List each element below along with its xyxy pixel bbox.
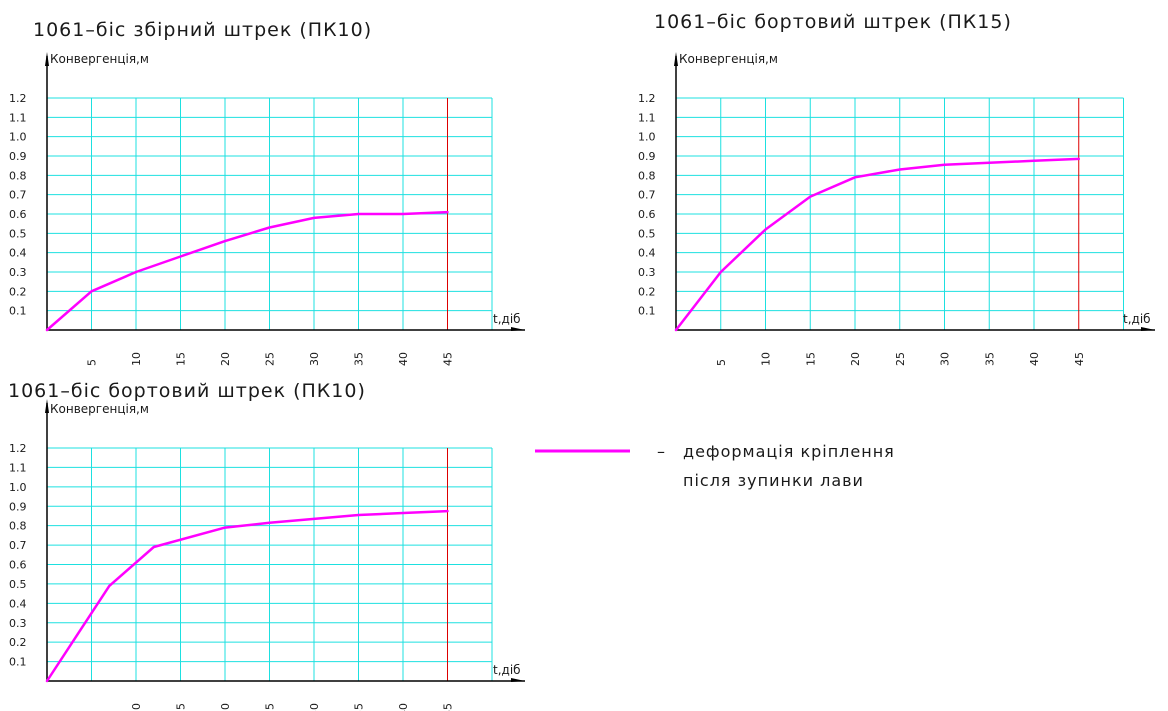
x-tick-label: 15 bbox=[175, 703, 188, 711]
y-axis-label: Конвергенція,м bbox=[679, 52, 778, 66]
y-axis-arrow bbox=[674, 52, 678, 66]
y-tick-label: 0.3 bbox=[9, 266, 27, 279]
series-line bbox=[674, 157, 1081, 332]
y-tick-label: 0.3 bbox=[9, 617, 27, 630]
y-tick-label: 0.4 bbox=[9, 597, 27, 610]
y-tick-label: 0.9 bbox=[638, 150, 656, 163]
x-axis-arrow bbox=[511, 327, 525, 331]
y-axis-label: Конвергенція,м bbox=[50, 52, 149, 66]
y-tick-label: 0.4 bbox=[9, 247, 27, 260]
chart-title: 1061–біс бортовий штрек (ПК10) bbox=[8, 380, 366, 402]
x-tick-label: 30 bbox=[308, 703, 321, 711]
y-tick-label: 1.0 bbox=[9, 131, 27, 144]
y-axis-arrow bbox=[45, 52, 49, 66]
x-axis-label: t,діб bbox=[1123, 312, 1151, 326]
legend-dash: – bbox=[657, 442, 666, 461]
chart-bortovyi-pk10: 1061–біс бортовий штрек (ПК10)Конвергенц… bbox=[8, 380, 525, 711]
y-tick-label: 0.5 bbox=[638, 227, 656, 240]
y-tick-label: 0.8 bbox=[9, 169, 27, 182]
y-tick-label: 0.1 bbox=[638, 305, 656, 318]
y-tick-label: 1.2 bbox=[9, 442, 27, 455]
x-tick-label: 25 bbox=[264, 703, 277, 711]
x-tick-label: 15 bbox=[175, 352, 188, 366]
grid bbox=[676, 97, 1124, 330]
y-tick-label: 0.1 bbox=[9, 305, 27, 318]
x-tick-label: 40 bbox=[1028, 352, 1041, 366]
x-tick-label: 20 bbox=[219, 703, 232, 711]
x-tick-label: 30 bbox=[939, 352, 952, 366]
x-tick-label: 5 bbox=[715, 359, 728, 366]
y-tick-label: 0.7 bbox=[9, 189, 27, 202]
y-tick-label: 1.1 bbox=[9, 111, 27, 124]
chart-bortovyi-pk15: 1061–біс бортовий штрек (ПК15) Конвергенц… bbox=[638, 11, 1155, 366]
y-tick-label: 0.7 bbox=[638, 189, 656, 202]
x-tick-label: 10 bbox=[130, 352, 143, 366]
x-axis-label: t,діб bbox=[493, 663, 521, 677]
legend-line-2: після зупинки лави bbox=[683, 471, 864, 490]
x-tick-label: 10 bbox=[760, 352, 773, 366]
x-tick-label: 45 bbox=[442, 703, 455, 711]
x-tick-label: 45 bbox=[442, 352, 455, 366]
y-tick-label: 0.8 bbox=[9, 520, 27, 533]
y-tick-label: 0.5 bbox=[9, 227, 27, 240]
y-tick-label: 0.9 bbox=[9, 150, 27, 163]
x-tick-label: 15 bbox=[804, 352, 817, 366]
y-tick-label: 0.6 bbox=[9, 208, 27, 221]
x-tick-label: 10 bbox=[130, 703, 143, 711]
y-tick-label: 1.2 bbox=[9, 92, 27, 105]
x-tick-label: 40 bbox=[397, 352, 410, 366]
x-tick-label: 25 bbox=[894, 352, 907, 366]
chart-title: 1061–біс бортовий штрек (ПК15) bbox=[654, 11, 1012, 33]
x-tick-label: 45 bbox=[1073, 352, 1086, 366]
chart-title: 1061–біс збірний штрек (ПК10) bbox=[33, 19, 372, 41]
legend: – деформація кріплення після зупинки лав… bbox=[535, 442, 895, 490]
x-tick-label: 40 bbox=[397, 703, 410, 711]
x-tick-label: 25 bbox=[264, 352, 277, 366]
y-tick-label: 0.4 bbox=[638, 247, 656, 260]
x-tick-label: 35 bbox=[353, 703, 366, 711]
x-tick-label: 5 bbox=[86, 359, 99, 366]
y-tick-label: 0.7 bbox=[9, 539, 27, 552]
x-tick-label: 30 bbox=[308, 352, 321, 366]
series-line bbox=[45, 509, 449, 683]
y-tick-label: 1.2 bbox=[638, 92, 656, 105]
y-tick-label: 0.2 bbox=[638, 285, 656, 298]
y-tick-label: 0.8 bbox=[638, 169, 656, 182]
y-tick-label: 1.0 bbox=[638, 131, 656, 144]
y-tick-label: 0.2 bbox=[9, 636, 27, 649]
grid bbox=[47, 447, 493, 681]
x-axis-arrow bbox=[511, 678, 525, 682]
y-tick-label: 0.2 bbox=[9, 285, 27, 298]
y-tick-label: 0.6 bbox=[638, 208, 656, 221]
x-tick-label: 20 bbox=[849, 352, 862, 366]
y-axis-label: Конвергенція,м bbox=[50, 402, 149, 416]
x-axis-label: t,діб bbox=[493, 312, 521, 326]
series-line bbox=[45, 210, 449, 332]
grid bbox=[47, 97, 493, 330]
y-axis-arrow bbox=[45, 399, 49, 413]
x-axis-arrow bbox=[1141, 327, 1155, 331]
y-tick-label: 0.6 bbox=[9, 559, 27, 572]
x-tick-label: 35 bbox=[353, 352, 366, 366]
y-tick-label: 0.9 bbox=[9, 500, 27, 513]
y-tick-label: 1.1 bbox=[638, 111, 656, 124]
legend-line-1: деформація кріплення bbox=[683, 442, 895, 461]
y-tick-label: 1.0 bbox=[9, 481, 27, 494]
y-tick-label: 0.1 bbox=[9, 656, 27, 669]
x-tick-label: 20 bbox=[219, 352, 232, 366]
y-tick-label: 0.5 bbox=[9, 578, 27, 591]
y-tick-label: 0.3 bbox=[638, 266, 656, 279]
x-tick-label: 35 bbox=[983, 352, 996, 366]
y-tick-label: 1.1 bbox=[9, 461, 27, 474]
chart-zbirnyi-pk10: 1061–біс збірний штрек (ПК10) Конвергенці… bbox=[9, 19, 525, 366]
